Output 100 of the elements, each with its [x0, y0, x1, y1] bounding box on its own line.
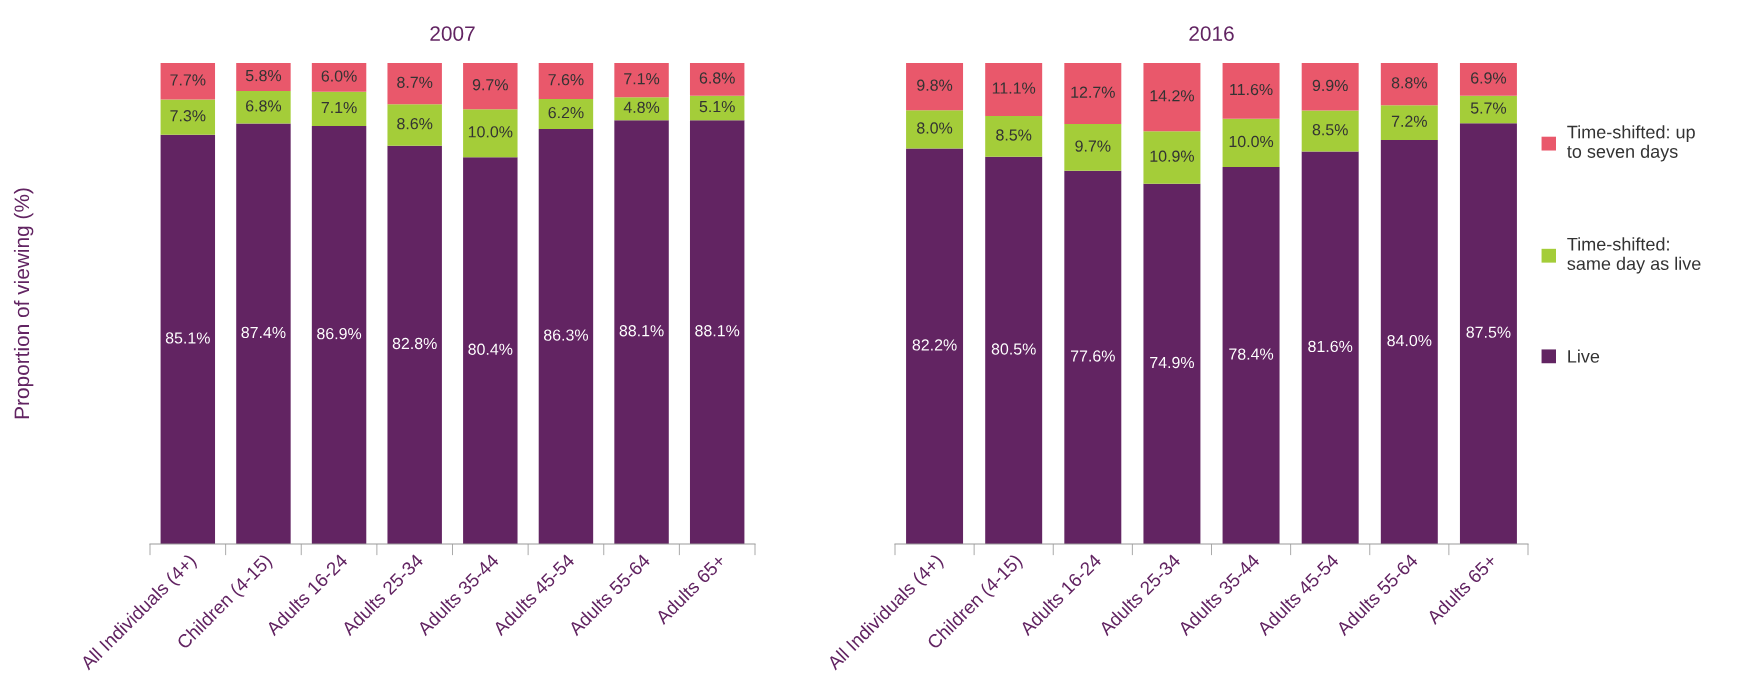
bar — [614, 63, 669, 98]
bar — [1222, 118, 1280, 167]
data-label: 12.7% — [1071, 86, 1115, 98]
bar — [1143, 63, 1201, 132]
bar — [538, 63, 594, 100]
data-label: 80.4% — [468, 343, 513, 355]
bar — [985, 156, 1043, 544]
bar — [311, 63, 367, 92]
data-label: 6.8% — [246, 100, 282, 112]
bar — [906, 148, 964, 544]
data-label: 82.8% — [392, 337, 437, 350]
y-axis-title: Proportion of viewing (%) — [13, 188, 34, 419]
bar — [538, 99, 594, 129]
data-label: 14.2% — [1150, 90, 1195, 102]
bar — [1459, 95, 1517, 124]
data-label: 6.9% — [1471, 72, 1507, 84]
bar — [1222, 166, 1280, 544]
data-label: 5.7% — [1470, 102, 1507, 114]
bar — [614, 97, 669, 121]
bar — [1459, 123, 1517, 544]
data-label: 8.8% — [1391, 77, 1427, 89]
data-label: 74.9% — [1150, 356, 1195, 369]
bar — [387, 63, 442, 105]
chart-title: 2016 — [1189, 26, 1234, 41]
bar — [160, 63, 216, 100]
data-label: 6.2% — [548, 106, 584, 119]
data-label: 7.3% — [170, 110, 206, 122]
data-label: 8.7% — [397, 76, 433, 88]
bar — [1380, 63, 1438, 106]
data-label: 9.7% — [472, 79, 508, 91]
data-label: 6.0% — [321, 70, 357, 82]
data-label: 88.1% — [695, 325, 740, 337]
bar — [236, 63, 291, 91]
data-label: 7.7% — [170, 74, 206, 86]
data-label: 80.5% — [991, 343, 1036, 355]
bar — [1222, 63, 1280, 119]
data-label: 11.1% — [992, 82, 1036, 94]
data-label: 5.8% — [245, 69, 282, 82]
data-label: 4.8% — [623, 101, 660, 113]
bar — [1064, 124, 1122, 171]
data-label: 8.5% — [996, 129, 1032, 141]
data-label: 85.1% — [165, 332, 210, 344]
bar — [463, 63, 518, 110]
bar — [311, 126, 367, 544]
bar — [985, 63, 1043, 116]
bar — [906, 110, 964, 149]
legend-label: Time-shifted: same day as live — [1567, 237, 1701, 274]
bar — [311, 91, 367, 127]
data-label: 81.6% — [1308, 340, 1353, 353]
bar — [689, 63, 745, 96]
legend-label: Live — [1568, 349, 1600, 363]
bar — [538, 128, 594, 544]
data-label: 87.5% — [1466, 326, 1511, 338]
bar — [160, 99, 216, 135]
bar — [1143, 131, 1201, 184]
bar — [1380, 105, 1438, 140]
data-label: 8.6% — [397, 118, 433, 130]
data-label: 10.9% — [1150, 150, 1195, 162]
data-label: 7.1% — [321, 101, 357, 114]
data-label: 86.3% — [543, 329, 589, 341]
bar — [985, 115, 1043, 157]
bar — [1143, 183, 1201, 544]
data-label: 87.4% — [241, 326, 286, 339]
bar — [160, 134, 216, 544]
bar — [387, 145, 442, 544]
bar — [1459, 63, 1517, 96]
data-label: 7.2% — [1391, 115, 1427, 127]
data-label: 9.9% — [1312, 79, 1348, 92]
bar — [463, 109, 518, 158]
bar — [614, 120, 669, 544]
data-label: 10.0% — [1229, 135, 1274, 148]
bar — [236, 90, 291, 124]
bar — [236, 123, 291, 544]
data-label: 8.0% — [917, 122, 953, 134]
data-label: 11.6% — [1230, 83, 1273, 96]
bar — [387, 104, 442, 146]
data-label: 88.1% — [619, 325, 664, 337]
bar — [689, 120, 745, 544]
data-label: 78.4% — [1229, 348, 1274, 360]
data-label: 10.0% — [468, 126, 513, 138]
data-label: 86.9% — [317, 327, 362, 340]
data-label: 8.5% — [1312, 124, 1348, 136]
bar — [1301, 110, 1359, 152]
data-label: 5.1% — [699, 101, 735, 113]
data-label: 6.8% — [699, 72, 735, 84]
bar — [1380, 139, 1438, 544]
data-label: 77.6% — [1070, 350, 1115, 362]
bar — [1301, 63, 1359, 111]
bar — [463, 157, 518, 544]
data-label: 9.8% — [917, 79, 953, 91]
chart-title: 2007 — [430, 26, 475, 41]
data-label: 84.0% — [1387, 334, 1432, 347]
data-label: 82.2% — [912, 339, 957, 351]
data-label: 7.6% — [548, 74, 584, 86]
bar — [1064, 170, 1122, 544]
legend-label: Time-shifted: up to seven days — [1567, 125, 1695, 162]
data-label: 7.1% — [624, 73, 660, 85]
bar — [1064, 63, 1122, 125]
data-label: 9.7% — [1075, 140, 1111, 152]
bar — [1301, 151, 1359, 544]
